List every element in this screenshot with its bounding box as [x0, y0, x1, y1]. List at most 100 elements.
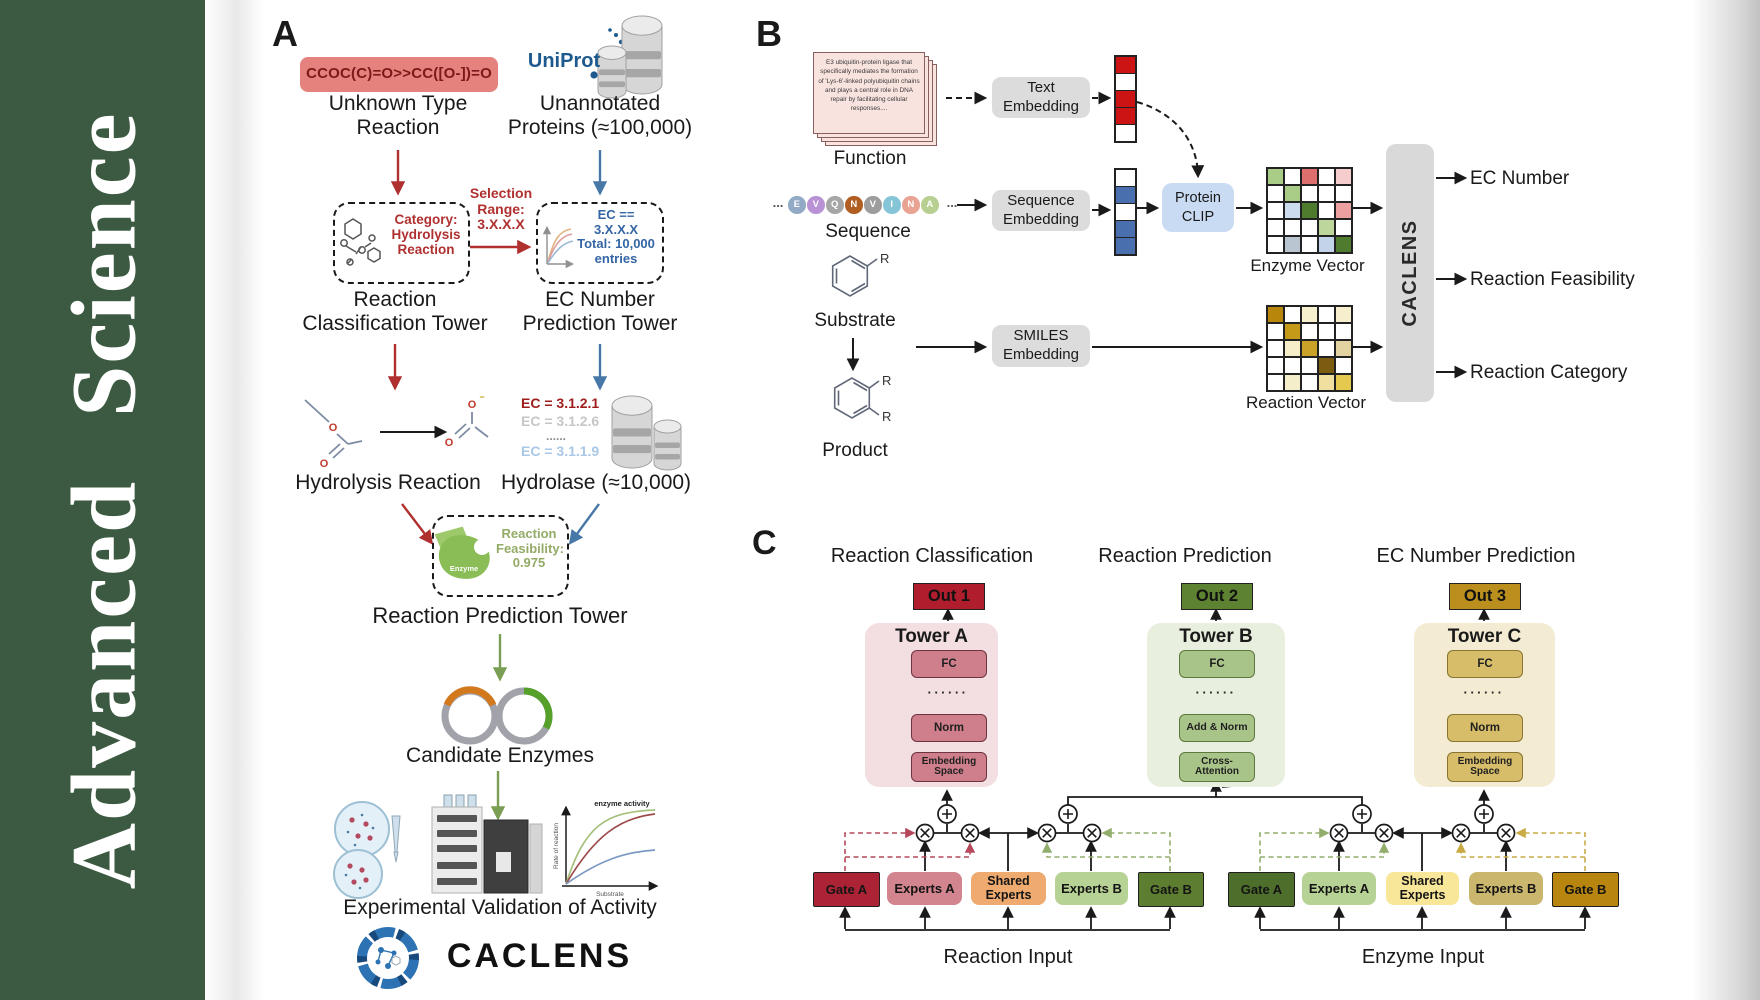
grid-cell	[1268, 236, 1284, 252]
function-card-text: E3 ubiquitin-protein ligase that specifi…	[818, 59, 920, 113]
grid-cell	[1301, 236, 1318, 252]
grid-cell	[1301, 374, 1318, 390]
grid-cell	[1301, 307, 1318, 323]
graph-ylabel: Rate of reaction	[553, 823, 560, 869]
enzyme-vector-grid	[1266, 167, 1353, 254]
residue-circle: V	[807, 196, 825, 214]
selection-range-text: Selection Range: 3.X.X.X	[469, 185, 533, 233]
grid-cell	[1318, 236, 1335, 252]
residue-circle: I	[883, 196, 901, 214]
ec-prediction-box	[536, 202, 664, 284]
activity-graph-icon: enzyme activity Rate of reaction Substra…	[553, 799, 659, 898]
grid-cell	[1335, 374, 1351, 390]
grid-cell	[1268, 323, 1284, 340]
tower-b-dots: ······	[1195, 685, 1237, 700]
tower-c-dots: ······	[1463, 685, 1505, 700]
moe-enzyme-shared-experts: Shared Experts	[1386, 872, 1459, 905]
validation-label: Experimental Validation of Activity	[343, 896, 657, 919]
out1-box: Out 1	[913, 583, 985, 610]
grid-cell	[1301, 323, 1318, 340]
tower-b-title: Tower B	[1179, 626, 1253, 647]
hydrolase-label: Hydrolase (≈10,000)	[500, 471, 692, 494]
tower-a-embedding: Embedding Space	[911, 752, 987, 782]
grid-cell	[1116, 238, 1135, 254]
gate-feedback-lines	[844, 827, 1586, 871]
sequence-embedding-vector	[1114, 168, 1137, 256]
residue-circle: A	[921, 196, 939, 214]
grid-cell	[1335, 357, 1351, 374]
multiply-node	[1496, 823, 1516, 843]
reaction-vector-label: Reaction Vector	[1246, 393, 1367, 412]
grid-cell	[1116, 74, 1135, 90]
panel-b-arrows	[846, 91, 1468, 379]
multiply-node	[1451, 823, 1471, 843]
unannotated-proteins-label: Unannotated Proteins (≈100,000)	[507, 92, 693, 139]
grid-cell	[1268, 219, 1284, 236]
grid-cell	[1318, 357, 1335, 374]
tower-c-fc: FC	[1447, 650, 1523, 678]
function-label: Function	[833, 148, 907, 169]
smiles-reaction-box: CCOC(C)=O>>CC([O-])=O	[300, 57, 498, 92]
reaction-prediction-box	[432, 515, 569, 597]
out2-box: Out 2	[1181, 583, 1253, 610]
grid-cell	[1335, 323, 1351, 340]
smiles-embedding-label: SMILES Embedding	[1003, 327, 1079, 363]
grid-cell	[1268, 340, 1284, 357]
svg-text:O: O	[468, 399, 477, 411]
multiply-node	[1329, 823, 1349, 843]
tower-b-cross-attention: Cross-Attention	[1179, 752, 1255, 782]
moe-reaction-gate-a: Gate A	[813, 872, 880, 907]
moe-reaction-experts-a: Experts A	[887, 872, 962, 905]
grid-cell	[1284, 323, 1301, 340]
multiply-node	[960, 823, 980, 843]
tower-b-fc: FC	[1179, 650, 1255, 678]
residue-circle: N	[902, 196, 920, 214]
grid-cell	[1116, 187, 1135, 203]
protein-clip-label: Protein CLIP	[1175, 190, 1221, 225]
ec-number-list: EC = 3.1.2.1 EC = 3.1.2.6 ...... EC = 3.…	[521, 394, 603, 460]
protein-clip-box: Protein CLIP	[1162, 183, 1234, 232]
grid-cell	[1284, 219, 1301, 236]
moe-enzyme-experts-a: Experts A	[1302, 872, 1376, 905]
moe-reaction-shared-experts: Shared Experts	[971, 872, 1046, 905]
add-node	[937, 804, 957, 824]
caclens-logo-icon	[357, 927, 419, 989]
graph-annotation: enzyme activity	[594, 799, 650, 808]
add-node	[1058, 804, 1078, 824]
tower-c-norm: Norm	[1447, 714, 1523, 742]
header-reaction-prediction: Reaction Prediction	[1098, 545, 1272, 567]
panel-b-label: B	[756, 13, 782, 54]
ec-number-2: EC = 3.1.2.6	[521, 413, 600, 429]
svg-text:−: −	[479, 392, 484, 402]
add-node	[1474, 804, 1494, 824]
reaction-classification-box	[333, 202, 470, 284]
plasmid-icons	[441, 686, 553, 745]
grid-cell	[1284, 236, 1301, 252]
panel-a-label: A	[272, 13, 298, 54]
grid-cell	[1116, 108, 1135, 124]
unknown-reaction-label: Unknown Type Reaction	[328, 92, 468, 139]
right-page-gradient	[1692, 0, 1760, 1000]
journal-sidebar: Advanced Science	[0, 0, 205, 1000]
function-card: E3 ubiquitin-protein ligase that specifi…	[813, 52, 925, 134]
category-text: Category: Hydrolysis Reaction	[391, 212, 461, 258]
grid-cell	[1335, 202, 1351, 219]
grid-cell	[1318, 202, 1335, 219]
grid-cell	[1301, 357, 1318, 374]
enzyme-input-label: Enzyme Input	[1361, 946, 1485, 968]
reaction-vector-grid	[1266, 305, 1353, 392]
text-embedding-vector	[1114, 55, 1137, 143]
grid-cell	[1284, 202, 1301, 219]
grid-cell	[1116, 125, 1135, 141]
hydrolysis-molecules	[304, 399, 489, 459]
grid-cell	[1284, 357, 1301, 374]
ec-number-top: EC = 3.1.2.1	[521, 395, 600, 411]
sequence-ellipsis-right: ...	[946, 195, 958, 210]
grid-cell	[1284, 185, 1301, 202]
molecule-atom-labels: O O O O −	[320, 392, 485, 470]
multiply-add-nodes	[915, 804, 1516, 843]
substrate-r-label: R	[880, 251, 889, 266]
grid-cell	[1268, 185, 1284, 202]
